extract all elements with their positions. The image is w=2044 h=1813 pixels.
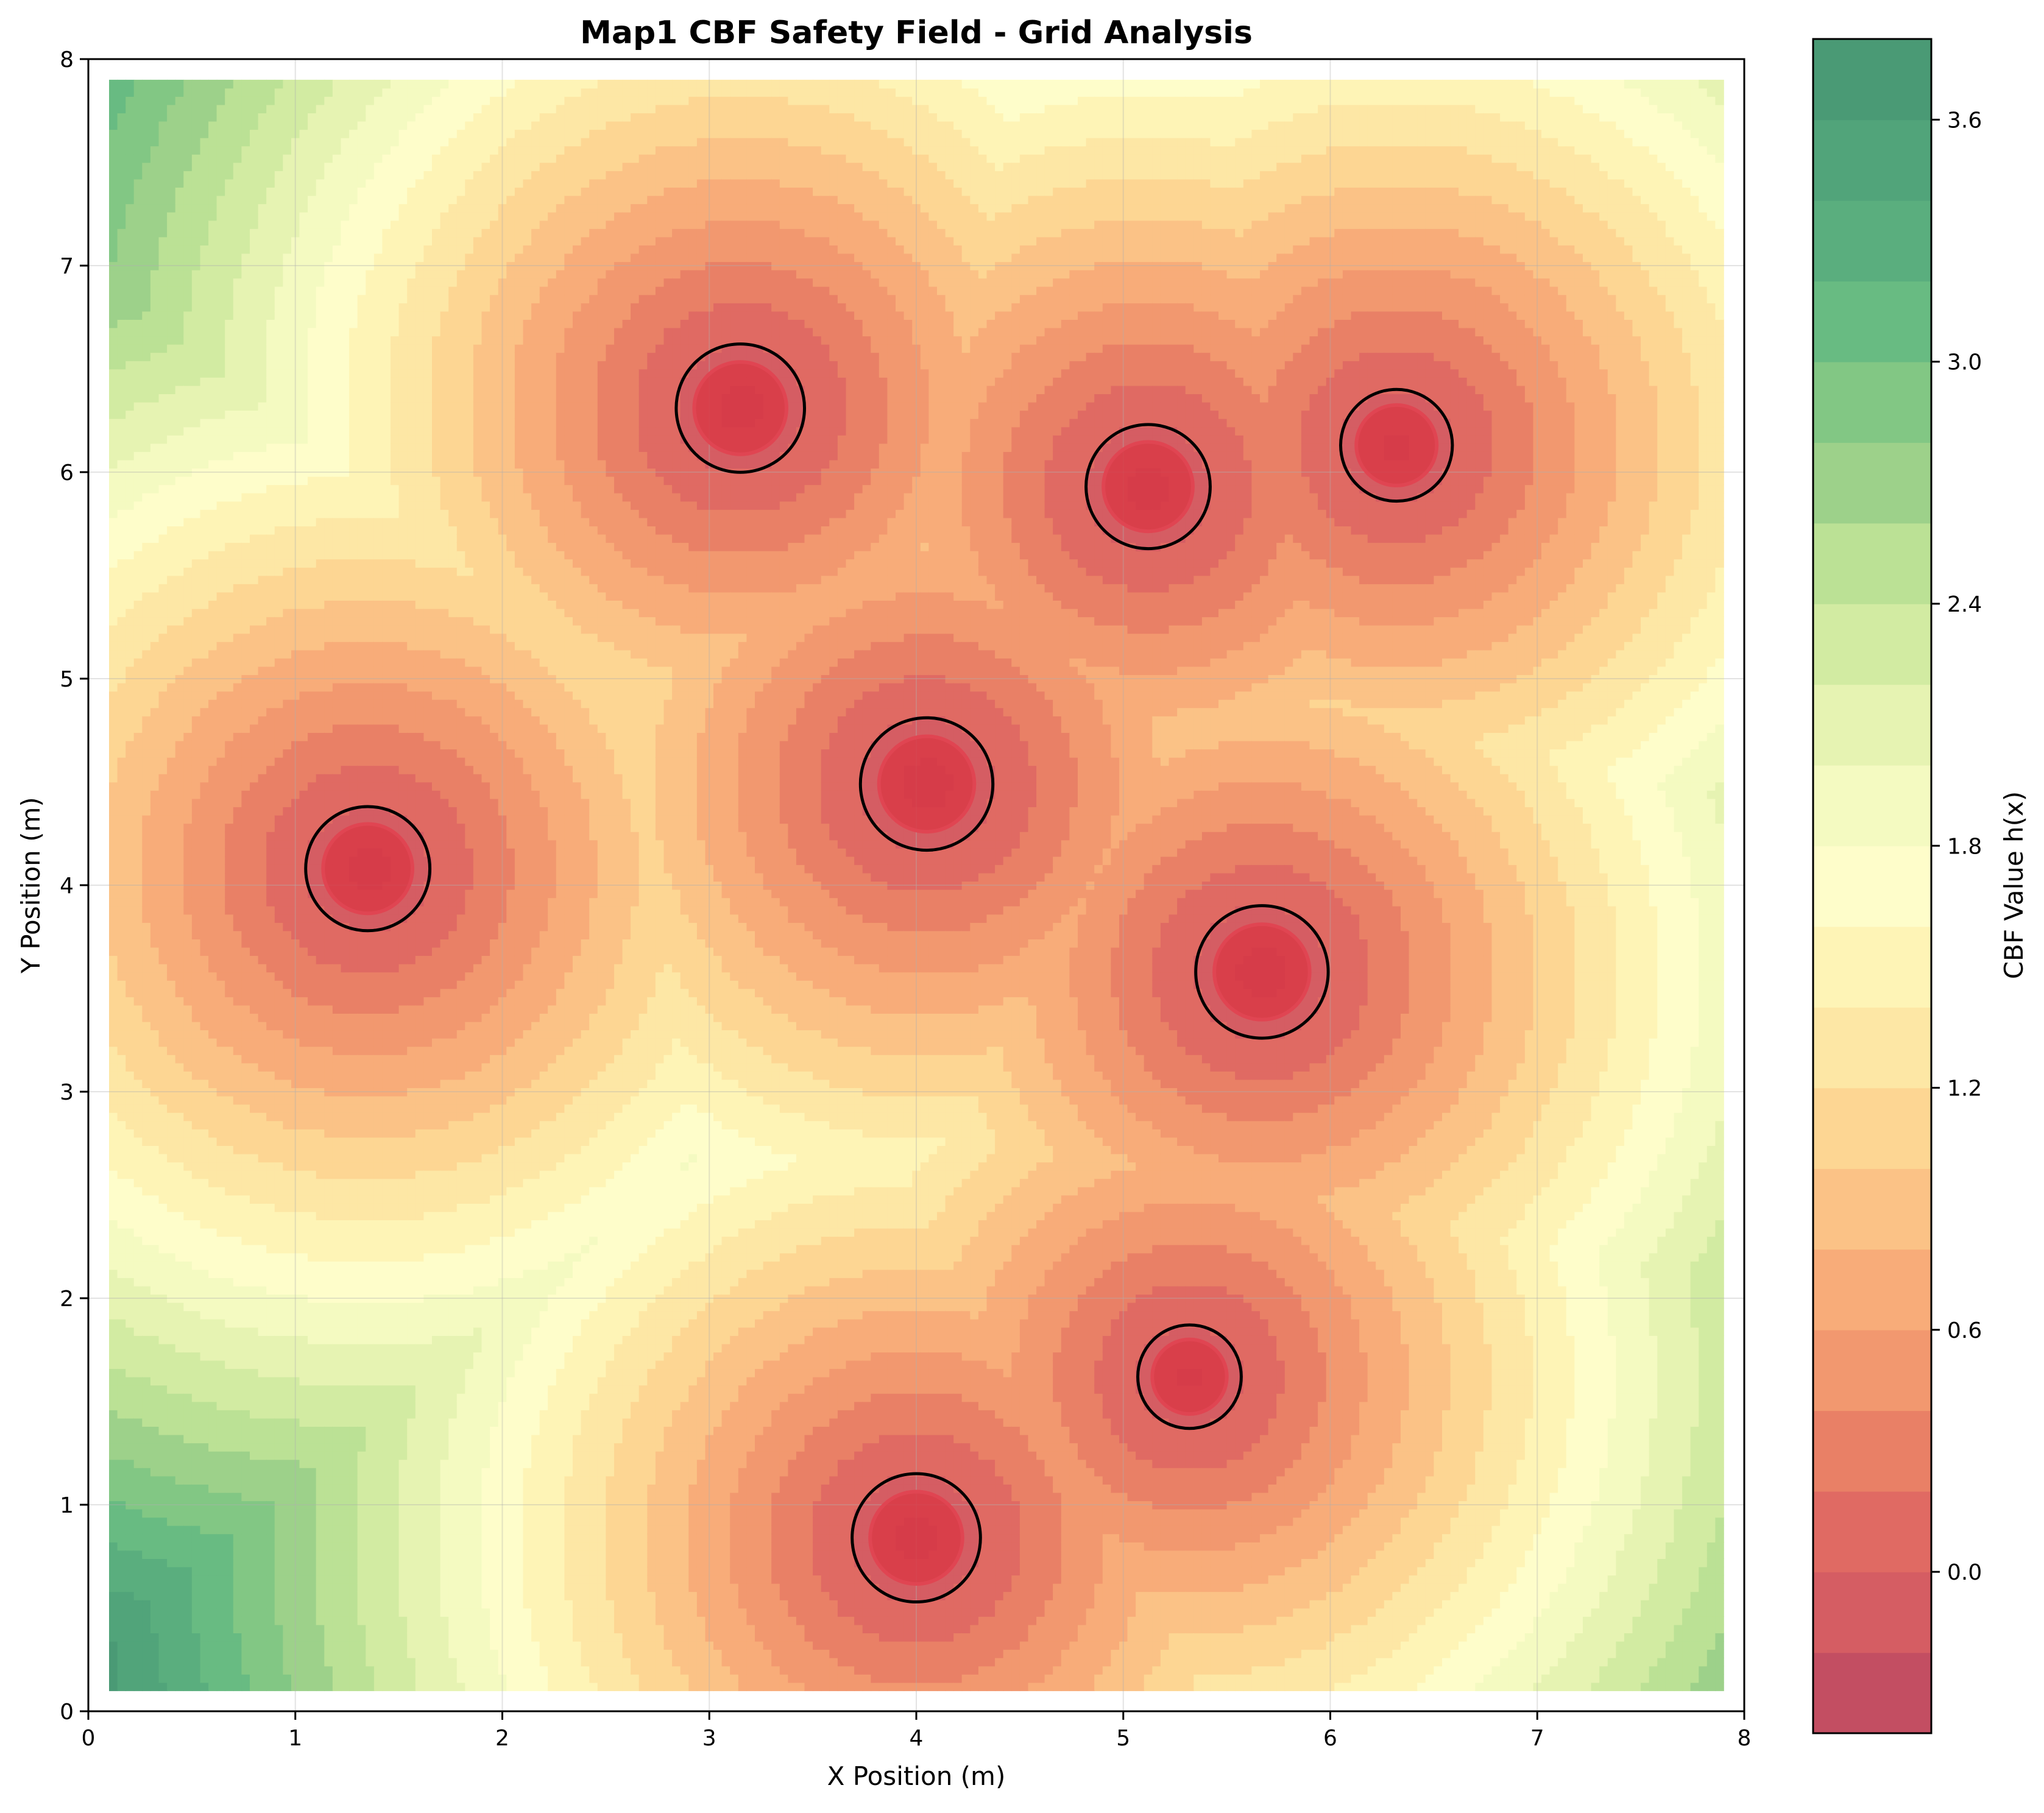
colorbar-tick-label: 0.0 — [1947, 1560, 1982, 1585]
colorbar-band — [1813, 39, 1931, 120]
obstacle-core — [1103, 442, 1193, 531]
obstacle-core — [870, 1491, 963, 1584]
x-tick-label: 2 — [495, 1726, 509, 1751]
colorbar-band — [1813, 765, 1931, 846]
colorbar-band — [1813, 604, 1931, 685]
obstacle-core — [694, 362, 787, 454]
obstacle-4 — [1086, 425, 1211, 549]
y-tick-label: 7 — [60, 254, 74, 279]
plot-area — [88, 59, 1744, 1711]
obstacle-core — [879, 737, 975, 832]
y-tick-label: 2 — [60, 1287, 74, 1312]
colorbar-title: CBF Value h(x) — [1999, 791, 2029, 980]
colorbar-band — [1813, 684, 1931, 765]
colorbar-band — [1813, 1168, 1931, 1249]
x-tick-label: 4 — [910, 1726, 924, 1751]
x-tick-label: 5 — [1116, 1726, 1130, 1751]
colorbar-tick-label: 2.4 — [1947, 592, 1982, 617]
colorbar-band — [1813, 200, 1931, 281]
chart-title: Map1 CBF Safety Field - Grid Analysis — [580, 15, 1253, 51]
y-tick-label: 4 — [60, 874, 74, 899]
colorbar-band — [1813, 1249, 1931, 1330]
colorbar-band — [1813, 927, 1931, 1008]
colorbar-band — [1813, 1572, 1931, 1653]
x-tick-label: 1 — [288, 1726, 302, 1751]
obstacle-core — [1152, 1340, 1226, 1414]
x-tick-label: 3 — [702, 1726, 716, 1751]
colorbar-band — [1813, 1088, 1931, 1169]
colorbar-tick-label: 1.8 — [1947, 834, 1982, 859]
x-tick-label: 8 — [1738, 1726, 1752, 1751]
colorbar-tick-label: 3.6 — [1947, 108, 1982, 133]
colorbar-band — [1813, 846, 1931, 927]
colorbar-band — [1813, 362, 1931, 443]
obstacle-5 — [1341, 389, 1452, 501]
y-tick-label: 1 — [60, 1493, 74, 1518]
colorbar-band — [1813, 1410, 1931, 1491]
obstacle-6 — [1196, 906, 1328, 1038]
x-tick-label: 6 — [1323, 1726, 1337, 1751]
colorbar-tick-label: 1.2 — [1947, 1076, 1982, 1101]
y-tick-label: 8 — [60, 48, 74, 72]
obstacle-core — [1214, 924, 1310, 1020]
obstacle-7 — [1138, 1325, 1242, 1429]
obstacle-3 — [860, 718, 992, 850]
colorbar-band — [1813, 442, 1931, 523]
obstacle-1 — [306, 807, 430, 931]
obstacle-2 — [676, 344, 805, 473]
x-axis-title: X Position (m) — [827, 1761, 1006, 1791]
colorbar-tick-label: 3.0 — [1947, 350, 1982, 375]
colorbar-band — [1813, 1330, 1931, 1411]
y-tick-label: 5 — [60, 667, 74, 692]
colorbar-band — [1813, 523, 1931, 604]
colorbar-band — [1813, 1653, 1931, 1734]
x-tick-label: 0 — [82, 1726, 96, 1751]
colorbar-band — [1813, 119, 1931, 200]
colorbar-band — [1813, 1491, 1931, 1572]
colorbar-band — [1813, 281, 1931, 362]
y-tick-label: 6 — [60, 461, 74, 486]
y-tick-label: 3 — [60, 1080, 74, 1105]
y-tick-label: 0 — [60, 1700, 74, 1725]
colorbar-band — [1813, 1007, 1931, 1088]
colorbar-tick-label: 0.6 — [1947, 1318, 1982, 1343]
obstacle-8 — [852, 1474, 981, 1602]
y-axis-title: Y Position (m) — [16, 797, 46, 974]
obstacle-core — [323, 824, 412, 913]
colorbar: 0.0 0.6 1.2 1.8 2.4 3.0 3.6 — [1813, 39, 1982, 1734]
obstacle-core — [1356, 405, 1437, 486]
x-tick-label: 7 — [1530, 1726, 1544, 1751]
